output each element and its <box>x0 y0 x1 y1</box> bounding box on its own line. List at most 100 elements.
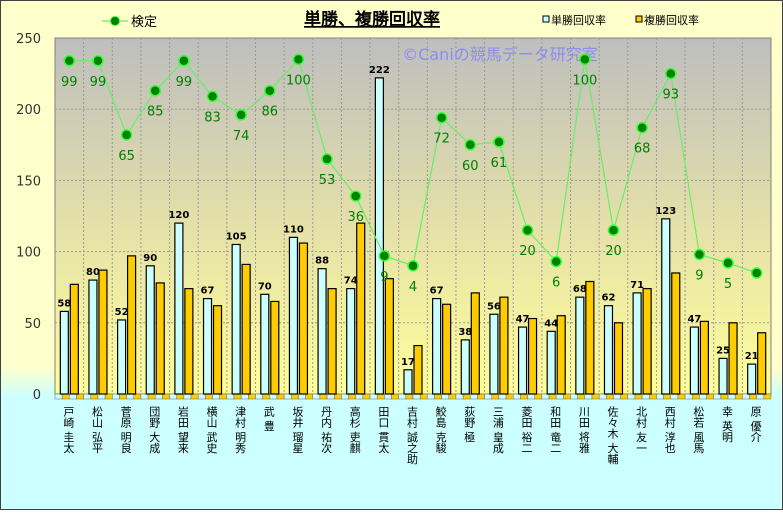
x-axis-tick <box>512 393 521 400</box>
x-axis-tick <box>763 393 772 400</box>
tansho-bar <box>145 265 155 395</box>
x-category-label: 団野 大成 <box>148 406 161 454</box>
x-category-label: 松山 弘平 <box>90 405 103 454</box>
tansho-bar <box>317 268 327 395</box>
x-axis-tick <box>656 393 664 400</box>
x-axis-tick <box>455 393 464 400</box>
x-axis-tick <box>133 393 142 400</box>
tansho-data-label: 62 <box>602 293 616 304</box>
kentei-data-label: 85 <box>147 105 164 120</box>
kentei-data-label: 9 <box>380 270 388 285</box>
tansho-data-label: 67 <box>430 286 444 297</box>
tansho-data-label: 110 <box>283 224 304 235</box>
tansho-bar <box>88 279 98 395</box>
kentei-data-label: 4 <box>409 280 417 295</box>
x-axis-tick <box>61 393 70 400</box>
x-axis-tick <box>448 393 457 400</box>
y-tick-label: 150 <box>16 174 41 189</box>
x-category-label: 西村 淳也 <box>663 406 676 454</box>
fukusho-bar <box>413 344 423 395</box>
tansho-data-label: 56 <box>487 301 501 312</box>
x-axis-tick <box>412 393 421 400</box>
kentei-data-label: 6 <box>552 276 560 291</box>
tansho-data-label: 123 <box>655 206 676 217</box>
x-category-label: 松若 風馬 <box>692 405 705 454</box>
x-category-label: 北村 友一 <box>635 406 648 454</box>
x-axis-tick <box>613 393 621 400</box>
tansho-data-label: 68 <box>573 284 587 295</box>
x-axis-tick <box>470 393 478 400</box>
x-category-label: 丹内 祐次 <box>320 406 333 454</box>
fukusho-bar <box>212 305 223 395</box>
fukusho-bar <box>499 296 509 395</box>
x-axis-tick <box>548 393 557 400</box>
x-axis-tick <box>505 393 514 400</box>
x-axis-tick <box>333 393 342 400</box>
legend-tansho-swatch <box>542 15 550 23</box>
kentei-point <box>63 55 76 67</box>
tansho-bar <box>632 292 642 395</box>
x-axis-tick <box>97 393 106 400</box>
x-axis-tick <box>291 393 299 400</box>
tansho-data-label: 67 <box>201 286 215 297</box>
x-category-label: 佐々木 大輔 <box>606 405 619 465</box>
x-axis-tick <box>691 393 700 400</box>
x-axis-tick <box>520 393 528 400</box>
tansho-bar <box>374 77 384 395</box>
x-axis-tick <box>699 393 707 400</box>
tansho-data-label: 105 <box>226 231 247 242</box>
kentei-data-label: 61 <box>491 156 508 171</box>
x-axis-tick <box>419 393 428 400</box>
kentei-point <box>235 109 247 121</box>
x-axis-tick <box>205 393 213 400</box>
x-axis-tick <box>219 393 228 400</box>
tansho-bar <box>174 222 184 395</box>
x-axis-tick <box>534 393 543 400</box>
x-axis-tick <box>83 393 92 400</box>
tansho-data-label: 38 <box>458 327 472 338</box>
tansho-data-label: 21 <box>745 351 759 362</box>
x-axis-tick <box>319 393 328 400</box>
fukusho-bar <box>527 317 538 395</box>
tansho-data-label: 52 <box>115 307 129 318</box>
x-category-label: 和田 竜二 <box>549 406 562 454</box>
fukusho-bar <box>126 255 137 395</box>
tansho-data-label: 25 <box>716 345 730 356</box>
kentei-data-label: 53 <box>319 173 336 188</box>
fukusho-bar <box>642 288 652 395</box>
fukusho-bar <box>728 322 738 395</box>
tansho-bar <box>546 330 556 395</box>
x-category-label: 原 優介 <box>749 406 762 443</box>
kentei-data-label: 60 <box>462 159 479 174</box>
tansho-data-label: 17 <box>401 357 415 368</box>
x-axis-tick <box>441 393 450 400</box>
x-category-label: 川田 将雅 <box>577 406 590 454</box>
kentei-point <box>149 84 161 97</box>
kentei-point <box>493 136 505 148</box>
x-axis-tick <box>126 393 135 400</box>
x-axis-tick <box>727 393 736 400</box>
x-axis-tick <box>684 393 693 400</box>
tansho-bar <box>489 313 499 395</box>
x-category-label: 津村 明秀 <box>234 406 247 454</box>
kentei-point <box>636 121 648 134</box>
kentei-point <box>435 111 448 124</box>
x-axis-tick <box>434 393 442 400</box>
x-axis-tick <box>663 393 672 400</box>
x-axis-tick <box>598 393 607 400</box>
kentei-point <box>464 139 477 151</box>
x-axis-tick <box>384 393 392 400</box>
kentei-point <box>92 55 104 67</box>
x-axis-tick <box>713 393 722 400</box>
fukusho-bar <box>327 288 337 395</box>
legend-fukusho-swatch <box>635 15 643 23</box>
kentei-point <box>521 224 534 236</box>
x-axis-tick <box>69 393 77 400</box>
kentei-data-label: 68 <box>634 142 651 157</box>
x-axis-tick <box>312 393 321 400</box>
x-axis-tick <box>154 393 163 400</box>
fukusho-bar <box>613 322 624 395</box>
kentei-data-label: 99 <box>90 75 107 90</box>
x-axis-tick <box>197 393 206 400</box>
